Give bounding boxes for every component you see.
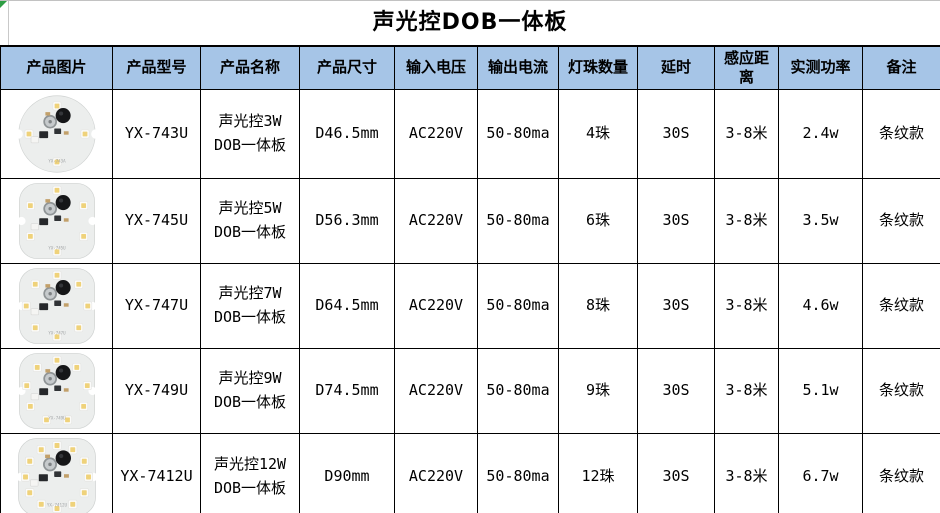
model-cell: YX-743U (112, 88, 201, 179)
product-board-photo: YX-749U (2, 350, 111, 432)
sensing-distance-cell: 3-8米 (714, 262, 779, 349)
header-row: 产品图片 产品型号 产品名称 产品尺寸 输入电压 输出电流 灯珠数量 延时 感应… (0, 45, 940, 90)
svg-text:YX-745U: YX-745U (48, 245, 66, 250)
remark-cell: 条纹款 (862, 347, 940, 434)
delay-cell: 30S (637, 88, 715, 179)
model-cell: YX-7412U (112, 432, 201, 513)
measured-power-cell: 4.6w (778, 262, 863, 349)
led-count-cell: 6珠 (558, 177, 638, 264)
product-board-photo: YX-745U (2, 180, 111, 262)
model-cell: YX-745U (112, 177, 201, 264)
input-voltage-cell: AC220V (394, 177, 478, 264)
column-header-input-voltage: 输入电压 (394, 45, 478, 90)
remark-cell: 条纹款 (862, 88, 940, 179)
column-header-delay: 延时 (637, 45, 715, 90)
column-header-sensing-distance: 感应距离 (714, 45, 779, 90)
output-current-cell: 50-80ma (477, 347, 559, 434)
product-board-photo: YX-743A (2, 93, 111, 175)
table-row: YX-745U YX-745U 声光控5W DOB一体板 D56.3mm AC2… (0, 177, 940, 264)
column-header-product-image: 产品图片 (0, 45, 113, 90)
input-voltage-cell: AC220V (394, 347, 478, 434)
name-cell: 声光控9W DOB一体板 (200, 347, 300, 434)
led-count-cell: 12珠 (558, 432, 638, 513)
output-current-cell: 50-80ma (477, 177, 559, 264)
output-current-cell: 50-80ma (477, 88, 559, 179)
product-board-photo: YX-7412U (2, 435, 111, 513)
product-image-cell: YX-749U (0, 347, 113, 434)
name-cell: 声光控5W DOB一体板 (200, 177, 300, 264)
size-cell: D56.3mm (299, 177, 395, 264)
model-cell: YX-747U (112, 262, 201, 349)
delay-cell: 30S (637, 262, 715, 349)
column-header-led-count: 灯珠数量 (558, 45, 638, 90)
product-image-cell: YX-745U (0, 177, 113, 264)
measured-power-cell: 2.4w (778, 88, 863, 179)
page-title: 声光控DOB一体板 (372, 10, 568, 35)
size-cell: D64.5mm (299, 262, 395, 349)
name-cell: 声光控7W DOB一体板 (200, 262, 300, 349)
measured-power-cell: 5.1w (778, 347, 863, 434)
sensing-distance-cell: 3-8米 (714, 88, 779, 179)
size-cell: D90mm (299, 432, 395, 513)
column-gridline (8, 1, 9, 45)
sensing-distance-cell: 3-8米 (714, 347, 779, 434)
table-row: YX-7412U YX-7412U 声光控12W DOB一体板 D90mm AC… (0, 432, 940, 513)
column-header-remark: 备注 (862, 45, 940, 90)
svg-text:YX-7412U: YX-7412U (46, 502, 67, 507)
measured-power-cell: 6.7w (778, 432, 863, 513)
column-header-name: 产品名称 (200, 45, 300, 90)
product-image-cell: YX-7412U (0, 432, 113, 513)
name-cell: 声光控12W DOB一体板 (200, 432, 300, 513)
table-row: YX-747U YX-747U 声光控7W DOB一体板 D64.5mm AC2… (0, 262, 940, 349)
delay-cell: 30S (637, 432, 715, 513)
size-cell: D46.5mm (299, 88, 395, 179)
column-header-size: 产品尺寸 (299, 45, 395, 90)
delay-cell: 30S (637, 177, 715, 264)
table-row: YX-749U YX-749U 声光控9W DOB一体板 D74.5mm AC2… (0, 347, 940, 434)
table-row: YX-743A YX-743U 声光控3W DOB一体板 D46.5mm AC2… (0, 88, 940, 179)
svg-text:YX-743A: YX-743A (48, 158, 66, 163)
svg-text:YX-747U: YX-747U (48, 330, 66, 335)
input-voltage-cell: AC220V (394, 88, 478, 179)
output-current-cell: 50-80ma (477, 432, 559, 513)
cell-comment-marker-icon (0, 1, 7, 8)
sensing-distance-cell: 3-8米 (714, 432, 779, 513)
input-voltage-cell: AC220V (394, 262, 478, 349)
title-row: 声光控DOB一体板 (0, 0, 940, 45)
led-count-cell: 8珠 (558, 262, 638, 349)
column-header-output-current: 输出电流 (477, 45, 559, 90)
sensing-distance-cell: 3-8米 (714, 177, 779, 264)
column-header-model: 产品型号 (112, 45, 201, 90)
delay-cell: 30S (637, 347, 715, 434)
measured-power-cell: 3.5w (778, 177, 863, 264)
remark-cell: 条纹款 (862, 177, 940, 264)
size-cell: D74.5mm (299, 347, 395, 434)
input-voltage-cell: AC220V (394, 432, 478, 513)
led-count-cell: 9珠 (558, 347, 638, 434)
table-body: YX-743A YX-743U 声光控3W DOB一体板 D46.5mm AC2… (0, 88, 940, 513)
product-image-cell: YX-747U (0, 262, 113, 349)
product-image-cell: YX-743A (0, 88, 113, 179)
output-current-cell: 50-80ma (477, 262, 559, 349)
svg-text:YX-749U: YX-749U (48, 415, 66, 420)
remark-cell: 条纹款 (862, 432, 940, 513)
column-header-measured-power: 实测功率 (778, 45, 863, 90)
led-count-cell: 4珠 (558, 88, 638, 179)
remark-cell: 条纹款 (862, 262, 940, 349)
product-board-photo: YX-747U (2, 265, 111, 347)
product-spec-table: 产品图片 产品型号 产品名称 产品尺寸 输入电压 输出电流 灯珠数量 延时 感应… (0, 45, 940, 513)
name-cell: 声光控3W DOB一体板 (200, 88, 300, 179)
model-cell: YX-749U (112, 347, 201, 434)
